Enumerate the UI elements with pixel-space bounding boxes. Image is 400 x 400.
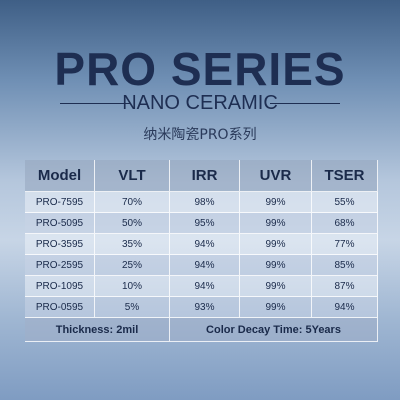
table-row: PRO-0595 5% 93% 99% 94% <box>25 297 378 318</box>
table-cell: 99% <box>240 234 312 255</box>
table-cell: 95% <box>170 213 240 234</box>
table-cell: 98% <box>170 192 240 213</box>
column-header: TSER <box>312 160 378 192</box>
column-header: VLT <box>95 160 170 192</box>
table-cell: PRO-1095 <box>25 276 95 297</box>
footer-cell: Thickness: 2mil <box>25 318 170 342</box>
footer-cell: Color Decay Time: 5Years <box>170 318 378 342</box>
table-cell: PRO-5095 <box>25 213 95 234</box>
table-cell: 77% <box>312 234 378 255</box>
table-row: PRO-7595 70% 98% 99% 55% <box>25 192 378 213</box>
column-header: IRR <box>170 160 240 192</box>
table-cell: 93% <box>170 297 240 318</box>
table-cell: 50% <box>95 213 170 234</box>
table-row: PRO-3595 35% 94% 99% 77% <box>25 234 378 255</box>
table-cell: PRO-0595 <box>25 297 95 318</box>
table-row: PRO-1095 10% 94% 99% 87% <box>25 276 378 297</box>
table-cell: 94% <box>312 297 378 318</box>
column-header: Model <box>25 160 95 192</box>
table-cell: PRO-7595 <box>25 192 95 213</box>
table-cell: 85% <box>312 255 378 276</box>
table-cell: 35% <box>95 234 170 255</box>
divider <box>60 103 130 104</box>
table-cell: 99% <box>240 255 312 276</box>
table-cell: 99% <box>240 276 312 297</box>
footer-row: Thickness: 2mil Color Decay Time: 5Years <box>25 318 378 342</box>
table-cell: PRO-3595 <box>25 234 95 255</box>
table-cell: 94% <box>170 276 240 297</box>
table-cell: 25% <box>95 255 170 276</box>
table-cell: 87% <box>312 276 378 297</box>
subtitle: NANO CERAMIC <box>122 92 278 114</box>
table-cell: 68% <box>312 213 378 234</box>
column-header: UVR <box>240 160 312 192</box>
table-cell: 5% <box>95 297 170 318</box>
divider <box>270 103 340 104</box>
table-cell: 55% <box>312 192 378 213</box>
table-row: PRO-5095 50% 95% 99% 68% <box>25 213 378 234</box>
table-cell: 94% <box>170 255 240 276</box>
title: PRO SERIES <box>54 43 346 95</box>
chinese-subtitle: 纳米陶瓷PRO系列 <box>143 127 257 143</box>
table-row: PRO-2595 25% 94% 99% 85% <box>25 255 378 276</box>
header-row: Model VLT IRR UVR TSER <box>25 160 378 192</box>
table-cell: 70% <box>95 192 170 213</box>
table-cell: 99% <box>240 213 312 234</box>
table-cell: 10% <box>95 276 170 297</box>
table-cell: 99% <box>240 192 312 213</box>
table-cell: 94% <box>170 234 240 255</box>
table-cell: PRO-2595 <box>25 255 95 276</box>
table-cell: 99% <box>240 297 312 318</box>
